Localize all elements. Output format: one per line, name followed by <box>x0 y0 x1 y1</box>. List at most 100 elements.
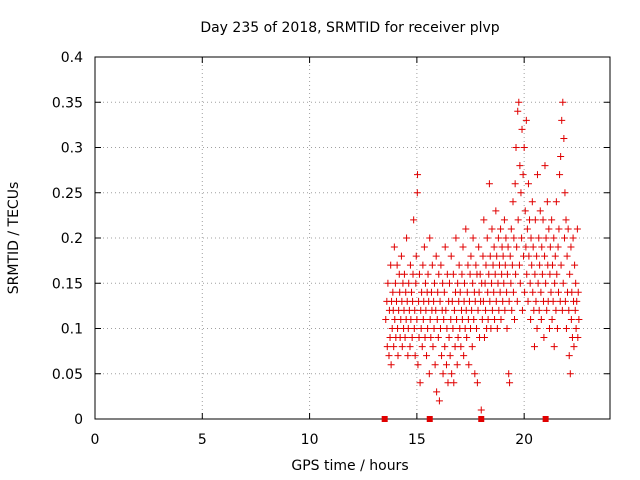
data-point <box>449 325 457 332</box>
data-point <box>467 252 475 260</box>
data-point <box>538 270 546 278</box>
data-point <box>542 279 550 287</box>
data-point <box>541 252 549 260</box>
data-point <box>562 216 570 224</box>
y-tick-label: 0 <box>74 412 83 428</box>
data-point <box>421 279 429 287</box>
data-point <box>455 261 463 269</box>
data-point <box>485 180 493 188</box>
data-point <box>567 243 575 251</box>
data-point <box>448 297 456 305</box>
data-point <box>509 198 517 206</box>
data-point <box>416 379 424 387</box>
data-point <box>417 325 425 332</box>
data-point <box>485 270 493 278</box>
data-point <box>484 288 492 296</box>
data-point <box>569 234 577 242</box>
data-point <box>447 252 455 260</box>
data-point <box>548 216 556 224</box>
data-point <box>506 252 514 260</box>
data-point <box>428 261 436 269</box>
data-point <box>559 279 567 287</box>
data-point <box>563 252 571 260</box>
data-point <box>391 279 399 287</box>
data-point <box>385 352 393 360</box>
data-point <box>568 288 576 296</box>
data-point <box>474 306 482 314</box>
data-point <box>553 325 561 332</box>
data-point <box>515 98 523 106</box>
data-point <box>500 216 508 224</box>
data-point <box>422 306 430 314</box>
data-point <box>533 171 541 179</box>
data-point <box>475 288 483 296</box>
data-point <box>461 279 469 287</box>
data-point <box>548 315 556 323</box>
data-point <box>400 270 408 278</box>
data-point <box>459 243 467 251</box>
data-point <box>403 234 411 242</box>
data-point <box>408 334 416 342</box>
data-point <box>432 252 440 260</box>
data-point <box>469 234 477 242</box>
data-point <box>418 343 426 351</box>
y-tick-label: 0.15 <box>52 276 83 292</box>
data-point <box>406 343 414 351</box>
data-point <box>397 252 405 260</box>
data-point <box>383 343 391 351</box>
data-point <box>493 325 501 332</box>
data-point <box>412 252 420 260</box>
data-point <box>488 279 496 287</box>
data-point <box>549 297 557 305</box>
data-point <box>382 315 390 323</box>
data-point <box>518 125 526 133</box>
data-point <box>429 343 437 351</box>
data-point <box>463 334 471 342</box>
data-point <box>491 315 499 323</box>
data-point <box>521 207 529 215</box>
data-point <box>554 243 562 251</box>
data-point <box>550 343 558 351</box>
data-point <box>575 315 583 323</box>
data-point <box>391 315 399 323</box>
data-point <box>407 315 415 323</box>
data-point <box>430 325 438 332</box>
data-point <box>445 279 453 287</box>
data-point <box>390 343 398 351</box>
data-point <box>467 325 475 332</box>
data-point <box>446 352 454 360</box>
data-point <box>440 315 448 323</box>
baseline-marker <box>478 416 485 422</box>
data-point <box>491 270 499 278</box>
data-point <box>561 297 569 305</box>
data-point <box>484 315 492 323</box>
data-point <box>465 361 473 369</box>
data-point <box>517 189 525 197</box>
data-point <box>398 343 406 351</box>
data-point <box>394 352 402 360</box>
data-point <box>486 297 494 305</box>
data-point <box>413 189 421 197</box>
data-point <box>522 243 530 251</box>
data-point <box>432 306 440 314</box>
data-point <box>409 297 417 305</box>
data-point <box>566 370 574 378</box>
y-tick-label: 0.05 <box>52 367 83 383</box>
x-tick-label: 0 <box>91 432 100 448</box>
data-point <box>566 270 574 278</box>
data-point <box>524 297 532 305</box>
data-point <box>404 352 412 360</box>
y-tick-label: 0.1 <box>61 322 83 338</box>
data-point <box>508 306 516 314</box>
data-point <box>449 270 457 278</box>
data-point <box>480 334 488 342</box>
data-point <box>438 352 446 360</box>
data-point <box>571 306 579 314</box>
data-point <box>565 352 573 360</box>
baseline-markers <box>381 416 549 422</box>
data-point <box>505 297 513 305</box>
data-point <box>419 315 427 323</box>
data-point <box>513 243 521 251</box>
data-point <box>448 370 456 378</box>
data-point <box>445 334 453 342</box>
